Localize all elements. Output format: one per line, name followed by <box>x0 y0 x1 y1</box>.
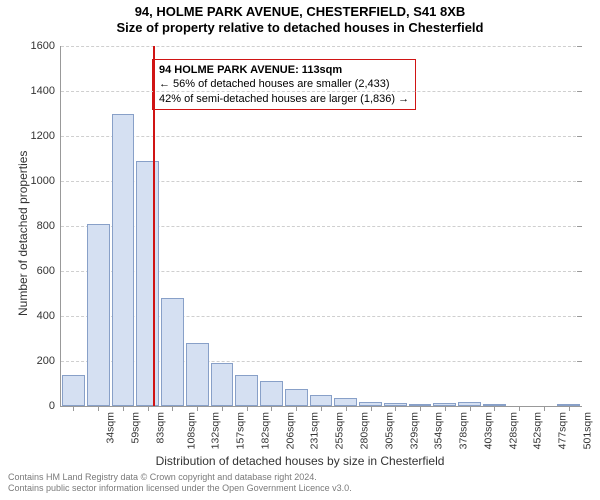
grid-line <box>61 91 581 92</box>
x-tick-mark <box>494 406 495 411</box>
x-tick-mark <box>395 406 396 411</box>
histogram-bar <box>136 161 159 406</box>
chart-title-block: 94, HOLME PARK AVENUE, CHESTERFIELD, S41… <box>0 4 600 37</box>
x-tick-label: 403sqm <box>482 412 494 449</box>
x-tick-mark <box>172 406 173 411</box>
y-tick-label: 1000 <box>31 175 61 187</box>
x-tick-label: 157sqm <box>235 412 247 449</box>
x-tick-mark <box>222 406 223 411</box>
histogram-bar <box>211 363 234 406</box>
y-tick-label: 1200 <box>31 130 61 142</box>
x-tick-mark <box>148 406 149 411</box>
x-tick-mark <box>73 406 74 411</box>
y-tick-mark <box>577 91 582 92</box>
x-tick-mark <box>346 406 347 411</box>
histogram-bar <box>62 375 85 407</box>
y-tick-label: 0 <box>49 400 61 412</box>
histogram-bar <box>112 114 135 407</box>
footer-line-1: Contains HM Land Registry data © Crown c… <box>8 472 592 483</box>
annotation-line-1: 94 HOLME PARK AVENUE: 113sqm <box>159 63 409 77</box>
x-tick-mark <box>371 406 372 411</box>
x-axis-label: Distribution of detached houses by size … <box>0 454 600 468</box>
y-tick-label: 600 <box>37 265 61 277</box>
y-tick-mark <box>577 181 582 182</box>
x-tick-mark <box>197 406 198 411</box>
y-tick-mark <box>577 46 582 47</box>
histogram-plot-area: 94 HOLME PARK AVENUE: 113sqm ← 56% of de… <box>60 46 581 407</box>
x-tick-mark <box>519 406 520 411</box>
footer-note: Contains HM Land Registry data © Crown c… <box>8 472 592 495</box>
x-tick-label: 83sqm <box>154 412 166 444</box>
histogram-bar <box>186 343 209 406</box>
y-tick-mark <box>577 226 582 227</box>
x-tick-mark <box>544 406 545 411</box>
histogram-bar <box>235 375 258 407</box>
x-tick-label: 59sqm <box>130 412 142 444</box>
y-tick-label: 1400 <box>31 85 61 97</box>
y-axis-label: Number of detached properties <box>16 151 30 316</box>
x-tick-label: 132sqm <box>210 412 222 449</box>
grid-line <box>61 136 581 137</box>
x-tick-label: 206sqm <box>284 412 296 449</box>
x-tick-label: 231sqm <box>309 412 321 449</box>
x-tick-mark <box>247 406 248 411</box>
x-tick-mark <box>123 406 124 411</box>
grid-line <box>61 46 581 47</box>
x-tick-label: 452sqm <box>532 412 544 449</box>
histogram-bar <box>87 224 110 406</box>
y-tick-mark <box>577 271 582 272</box>
y-tick-mark <box>577 136 582 137</box>
property-annotation-box: 94 HOLME PARK AVENUE: 113sqm ← 56% of de… <box>152 59 416 110</box>
x-tick-mark <box>296 406 297 411</box>
x-tick-label: 428sqm <box>507 412 519 449</box>
title-line-1: 94, HOLME PARK AVENUE, CHESTERFIELD, S41… <box>0 4 600 20</box>
x-tick-mark <box>98 406 99 411</box>
histogram-bar <box>334 398 357 406</box>
histogram-bar <box>285 389 308 406</box>
x-tick-label: 280sqm <box>358 412 370 449</box>
y-tick-mark <box>577 361 582 362</box>
x-tick-label: 34sqm <box>105 412 117 444</box>
footer-line-2: Contains public sector information licen… <box>8 483 592 494</box>
histogram-bar <box>161 298 184 406</box>
histogram-bar <box>260 381 283 406</box>
y-tick-label: 400 <box>37 310 61 322</box>
x-tick-label: 477sqm <box>556 412 568 449</box>
annotation-line-2: ← 56% of detached houses are smaller (2,… <box>159 77 409 91</box>
x-tick-mark <box>569 406 570 411</box>
y-tick-mark <box>577 406 582 407</box>
x-tick-label: 305sqm <box>383 412 395 449</box>
property-marker-line <box>153 46 155 406</box>
x-tick-label: 329sqm <box>408 412 420 449</box>
annotation-line-3: 42% of semi-detached houses are larger (… <box>159 92 409 106</box>
y-tick-label: 1600 <box>31 40 61 52</box>
title-line-2: Size of property relative to detached ho… <box>0 20 600 36</box>
x-tick-label: 108sqm <box>185 412 197 449</box>
x-tick-label: 378sqm <box>457 412 469 449</box>
x-tick-label: 501sqm <box>581 412 593 449</box>
x-tick-label: 182sqm <box>259 412 271 449</box>
x-tick-mark <box>470 406 471 411</box>
x-tick-mark <box>321 406 322 411</box>
y-tick-label: 800 <box>37 220 61 232</box>
y-tick-label: 200 <box>37 355 61 367</box>
x-tick-mark <box>420 406 421 411</box>
y-tick-mark <box>577 316 582 317</box>
histogram-bar <box>310 395 333 406</box>
x-tick-mark <box>271 406 272 411</box>
x-tick-mark <box>445 406 446 411</box>
x-tick-label: 354sqm <box>433 412 445 449</box>
x-tick-label: 255sqm <box>334 412 346 449</box>
